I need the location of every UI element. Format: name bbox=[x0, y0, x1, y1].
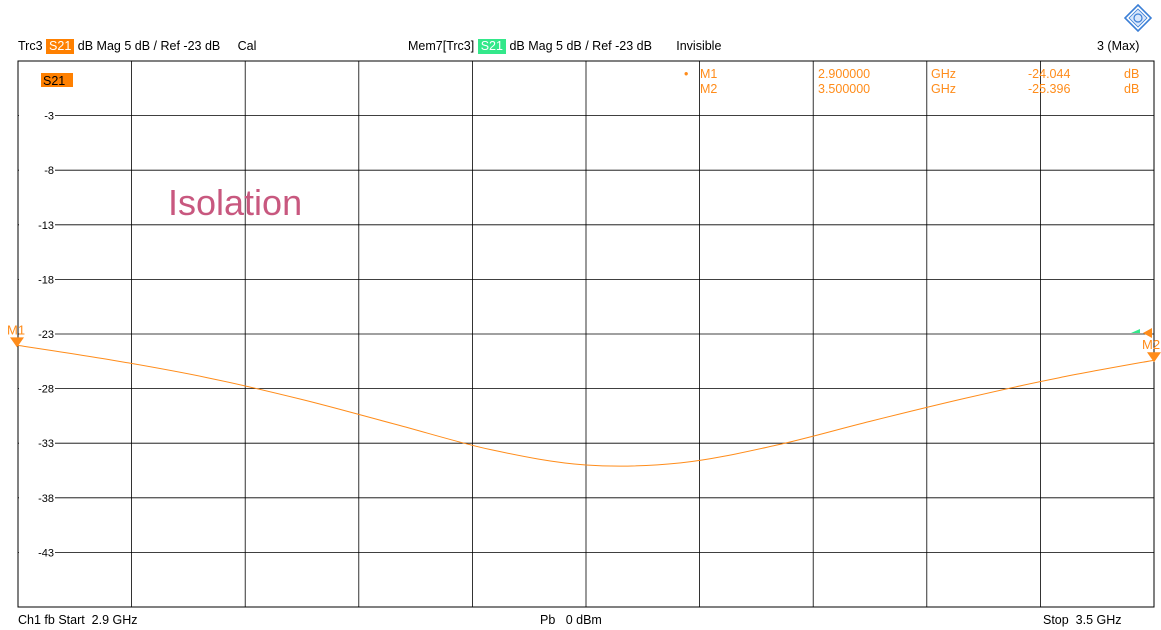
marker-m1-value: -24.044 bbox=[1028, 67, 1070, 81]
marker-m1-value-unit: dB bbox=[1124, 67, 1139, 81]
memory-ref-arrow-icon[interactable] bbox=[1131, 329, 1140, 337]
y-tick-label-bg bbox=[19, 437, 55, 450]
memory-param-tag[interactable]: S21 bbox=[477, 39, 506, 54]
footer-left: Ch1 fb Start 2.9 GHz bbox=[18, 613, 138, 627]
y-tick-label: -38 bbox=[38, 493, 54, 505]
marker-m2-label: M2 bbox=[1142, 337, 1160, 352]
window-label[interactable]: 3 (Max) bbox=[1097, 39, 1140, 53]
marker-m2-unit: GHz bbox=[931, 82, 956, 96]
trace-param-tag[interactable]: S21 bbox=[46, 39, 75, 54]
memory-format[interactable]: dB Mag bbox=[509, 39, 553, 53]
grid bbox=[17, 60, 1155, 608]
marker-m2-value-unit: dB bbox=[1124, 82, 1139, 96]
source-power[interactable]: Pb 0 dBm bbox=[540, 613, 602, 627]
y-tick-label-bg bbox=[19, 273, 55, 286]
y-tick-label: -18 bbox=[38, 274, 54, 286]
y-tick-label-bg bbox=[19, 109, 55, 122]
trace-scale[interactable]: 5 dB / bbox=[124, 39, 158, 53]
marker-m1[interactable]: M1 bbox=[7, 322, 25, 348]
marker-m1-label: M1 bbox=[7, 322, 25, 337]
y-tick-label-bg bbox=[19, 218, 55, 231]
isolation-annotation: Isolation bbox=[168, 182, 302, 223]
y-tick-label: -13 bbox=[38, 220, 54, 232]
vendor-logo-icon bbox=[1124, 4, 1152, 32]
marker-m2-value: -25.396 bbox=[1028, 82, 1070, 96]
marker-m2[interactable]: M2 bbox=[1142, 337, 1161, 363]
s21-tag-bg bbox=[41, 73, 73, 87]
channel-label[interactable]: Ch1 bbox=[18, 613, 41, 627]
trace-status: Cal bbox=[237, 39, 257, 53]
memory-scale[interactable]: 5 dB / bbox=[556, 39, 589, 53]
marker-m2-triangle-icon[interactable] bbox=[1147, 352, 1161, 363]
s21-tag-label[interactable]: S21 bbox=[43, 74, 65, 88]
y-tick-label-bg bbox=[19, 491, 55, 504]
memory-name[interactable]: Mem7[Trc3] bbox=[408, 39, 475, 53]
y-tick-label-bg bbox=[19, 382, 55, 395]
y-tick-label: -43 bbox=[38, 547, 54, 559]
marker-table: • M1 2.900000 GHz -24.044 dB M2 3.500000… bbox=[684, 67, 1139, 96]
y-tick-label-bg bbox=[19, 164, 55, 177]
marker-m2-freq[interactable]: 3.500000 bbox=[818, 82, 870, 96]
marker-m1-freq[interactable]: 2.900000 bbox=[818, 67, 870, 81]
y-tick-label: -28 bbox=[38, 384, 54, 396]
start-freq[interactable]: Start 2.9 GHz bbox=[58, 613, 138, 627]
marker-m1-unit: GHz bbox=[931, 67, 956, 81]
trace-ref[interactable]: Ref -23 dB bbox=[160, 39, 221, 53]
y-tick-label-bg bbox=[19, 546, 55, 559]
trace-name[interactable]: Trc3 bbox=[18, 39, 43, 53]
stop-freq[interactable]: Stop 3.5 GHz bbox=[1043, 613, 1122, 627]
s21-trace[interactable] bbox=[17, 344, 1155, 467]
y-tick-label-bg bbox=[19, 328, 55, 340]
plot-frame bbox=[17, 60, 1155, 608]
y-tick-labels: -3 -8 -13 -18 -23 -28 -33 -38 -43 bbox=[19, 109, 55, 559]
memory-ref[interactable]: Ref -23 dB bbox=[592, 39, 652, 53]
y-tick-label: -23 bbox=[38, 329, 54, 341]
sweep-mode[interactable]: fb bbox=[44, 613, 55, 627]
memory-header: Mem7[Trc3] S21 dB Mag 5 dB / Ref -23 dB … bbox=[408, 39, 721, 54]
marker-table-bullet: • bbox=[684, 67, 688, 81]
marker-m1-name[interactable]: M1 bbox=[700, 67, 717, 81]
marker-m2-name[interactable]: M2 bbox=[700, 82, 717, 96]
y-tick-label: -3 bbox=[44, 111, 54, 123]
marker-m1-triangle-icon[interactable] bbox=[10, 337, 24, 348]
trace-header: Trc3 S21 dB Mag 5 dB / Ref -23 dB Cal bbox=[18, 39, 256, 54]
y-tick-label: -33 bbox=[38, 438, 54, 450]
y-tick-label: -8 bbox=[44, 165, 54, 177]
memory-status: Invisible bbox=[676, 39, 722, 53]
trace-format[interactable]: dB Mag bbox=[77, 39, 121, 53]
trace-ref-arrow-icon[interactable] bbox=[1143, 328, 1152, 338]
